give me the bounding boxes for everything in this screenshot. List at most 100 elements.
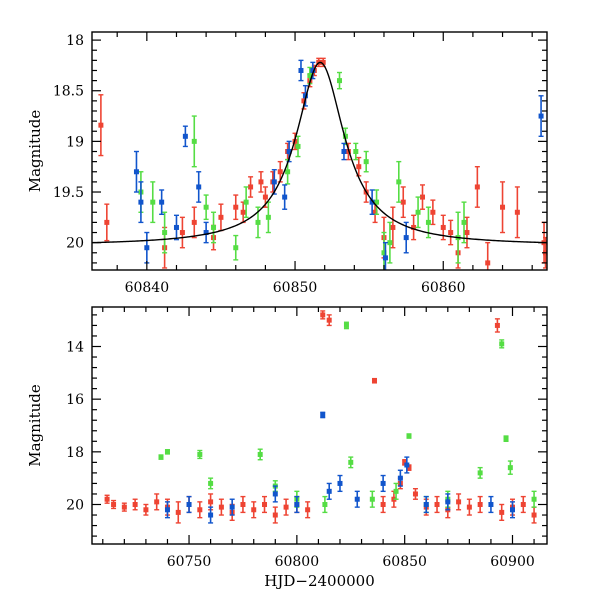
data-point [322,495,328,514]
data-point [175,501,181,524]
data-point [474,165,480,208]
data-point [144,231,150,264]
data-point [380,495,386,514]
data-point [104,494,110,504]
y-tick-label: 18 [66,445,84,461]
top-y-axis-label: Magnitude [26,110,44,193]
data-point [197,449,203,460]
data-point [240,495,246,514]
bottom-y-axis-label: Magnitude [26,384,44,467]
data-point [218,203,224,232]
data-point [531,506,537,524]
data-point [186,495,192,514]
data-point [251,501,257,519]
data-point [445,493,451,511]
data-point [298,59,304,82]
data-point [240,201,246,224]
data-point [500,181,506,234]
data-point [208,477,214,490]
data-point [272,485,278,503]
data-point [353,142,359,161]
data-point [111,499,117,510]
data-point [415,196,421,229]
data-point [393,482,399,500]
data-point [203,194,209,221]
x-tick-label: 60800 [275,554,320,570]
data-point [248,176,254,198]
data-point [233,194,239,221]
data-point [173,214,179,241]
data-point [326,482,332,500]
data-point [369,189,375,215]
data-point [343,321,349,330]
y-tick-label: 14 [66,340,84,356]
top-plot-frame [91,31,548,271]
data-point [243,186,249,219]
data-point [320,411,326,419]
data-point [203,221,209,244]
data-point [159,189,165,215]
x-tick-label: 60850 [273,280,318,296]
data-point [162,211,168,254]
top-model-curve [92,61,547,244]
y-tick-label: 18.5 [53,84,84,100]
data-point [369,490,375,508]
data-point [218,498,224,516]
data-point [262,495,268,514]
data-point [191,206,197,239]
data-point [466,498,472,516]
data-point [390,206,396,249]
data-point [477,466,483,479]
data-point [348,456,354,469]
data-point [282,184,288,210]
data-point [208,506,214,524]
data-point [403,221,409,254]
data-point [380,474,386,493]
x-tick-label: 60750 [167,554,212,570]
data-point [499,339,505,349]
y-tick-label: 20 [66,498,84,514]
data-point [520,495,526,514]
data-point [283,498,289,516]
data-point [430,199,436,226]
data-point [464,216,470,249]
data-point [485,241,491,270]
data-point [154,493,160,511]
bottom-plot-frame [91,306,548,545]
data-point [158,454,164,460]
data-point [191,115,197,168]
data-point [397,469,403,487]
data-point [406,433,412,439]
data-point [164,449,170,455]
data-point [305,501,311,519]
data-point [371,377,377,384]
data-point [411,214,417,241]
data-point [229,498,235,516]
data-point [150,181,156,224]
data-point [196,171,202,203]
y-tick-label: 18 [66,33,84,49]
data-point [488,495,494,514]
data-point [133,150,139,193]
data-point [423,495,429,514]
data-point [456,493,462,511]
data-point [233,234,239,261]
y-tick-label: 16 [66,392,84,408]
data-point [404,456,410,474]
data-point [412,488,418,500]
y-tick-label: 20 [66,236,84,252]
data-point [320,310,326,320]
data-point [138,181,144,224]
data-point [121,502,127,512]
data-point [211,211,217,244]
data-point [503,435,509,442]
data-point [272,506,278,524]
data-point [132,498,138,511]
data-point [507,460,513,475]
data-point [387,221,393,264]
data-point [337,474,343,493]
x-tick-label: 60840 [125,280,170,296]
data-point [396,160,402,203]
